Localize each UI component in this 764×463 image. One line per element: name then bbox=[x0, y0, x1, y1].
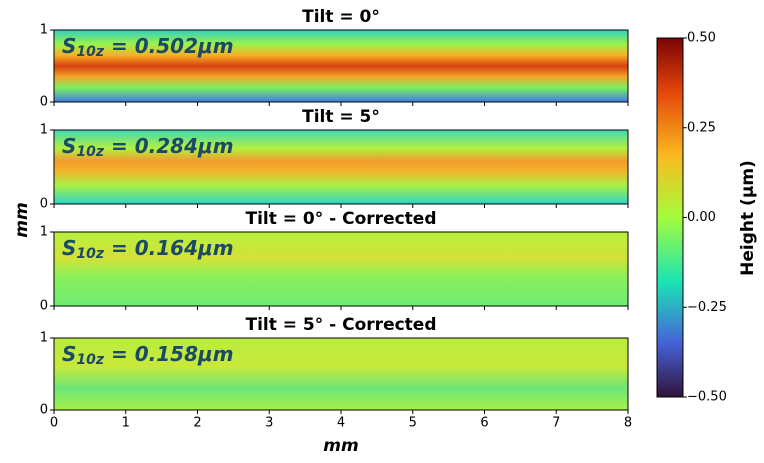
x-tick-label: 1 bbox=[122, 416, 130, 431]
colorbar-tick-label: −0.25 bbox=[687, 300, 727, 315]
annotation: S10z = 0.164μm bbox=[62, 236, 234, 263]
annotation: S10z = 0.502μm bbox=[62, 34, 234, 61]
y-tick-label: 0 bbox=[40, 95, 48, 110]
annotation: S10z = 0.158μm bbox=[62, 342, 234, 369]
panel-title: Tilt = 0° - Corrected bbox=[245, 209, 436, 229]
annotation-text: = 0.502μm bbox=[104, 34, 234, 58]
annotation-text: = 0.158μm bbox=[104, 342, 234, 366]
colorbar-tick-label: 0.25 bbox=[687, 120, 716, 135]
x-tick-label: 2 bbox=[193, 416, 201, 431]
annotation-text: = 0.164μm bbox=[104, 236, 234, 260]
y-tick-label: 0 bbox=[40, 403, 48, 418]
annotation: S10z = 0.284μm bbox=[62, 134, 234, 161]
colorbar-tick-label: 0.50 bbox=[687, 31, 716, 46]
heatmap-image bbox=[53, 337, 629, 411]
heatmap-image bbox=[53, 29, 629, 103]
colorbar-tick-label: 0.00 bbox=[687, 210, 716, 225]
panel-title: Tilt = 5° - Corrected bbox=[245, 315, 436, 335]
panel-title: Tilt = 0° bbox=[302, 7, 380, 27]
y-tick-label: 1 bbox=[40, 331, 48, 346]
annotation-symbol: S bbox=[62, 34, 76, 58]
annotation-subscript: 10z bbox=[76, 44, 104, 60]
y-axis-label: mm bbox=[12, 202, 32, 237]
x-axis-label: mm bbox=[323, 436, 358, 456]
x-tick-label: 6 bbox=[480, 416, 488, 431]
colorbar-label: Height (μm) bbox=[738, 160, 758, 276]
y-tick-label: 1 bbox=[40, 225, 48, 240]
y-tick-label: 1 bbox=[40, 23, 48, 38]
y-tick-label: 0 bbox=[40, 197, 48, 212]
panel-title: Tilt = 5° bbox=[302, 107, 380, 127]
annotation-subscript: 10z bbox=[76, 246, 104, 262]
y-tick-label: 0 bbox=[40, 299, 48, 314]
colorbar-tick-label: −0.50 bbox=[687, 390, 727, 405]
x-tick-label: 8 bbox=[624, 416, 632, 431]
annotation-symbol: S bbox=[62, 236, 76, 260]
y-tick-label: 1 bbox=[40, 123, 48, 138]
annotation-symbol: S bbox=[62, 342, 76, 366]
annotation-subscript: 10z bbox=[76, 144, 104, 160]
x-tick-label: 4 bbox=[337, 416, 345, 431]
x-tick-label: 3 bbox=[265, 416, 273, 431]
annotation-subscript: 10z bbox=[76, 352, 104, 368]
annotation-text: = 0.284μm bbox=[104, 134, 234, 158]
colorbar bbox=[656, 37, 684, 398]
annotation-symbol: S bbox=[62, 134, 76, 158]
x-tick-label: 7 bbox=[552, 416, 560, 431]
heatmap-image bbox=[53, 129, 629, 205]
heatmap-image bbox=[53, 231, 629, 307]
x-tick-label: 0 bbox=[50, 416, 58, 431]
x-tick-label: 5 bbox=[409, 416, 417, 431]
